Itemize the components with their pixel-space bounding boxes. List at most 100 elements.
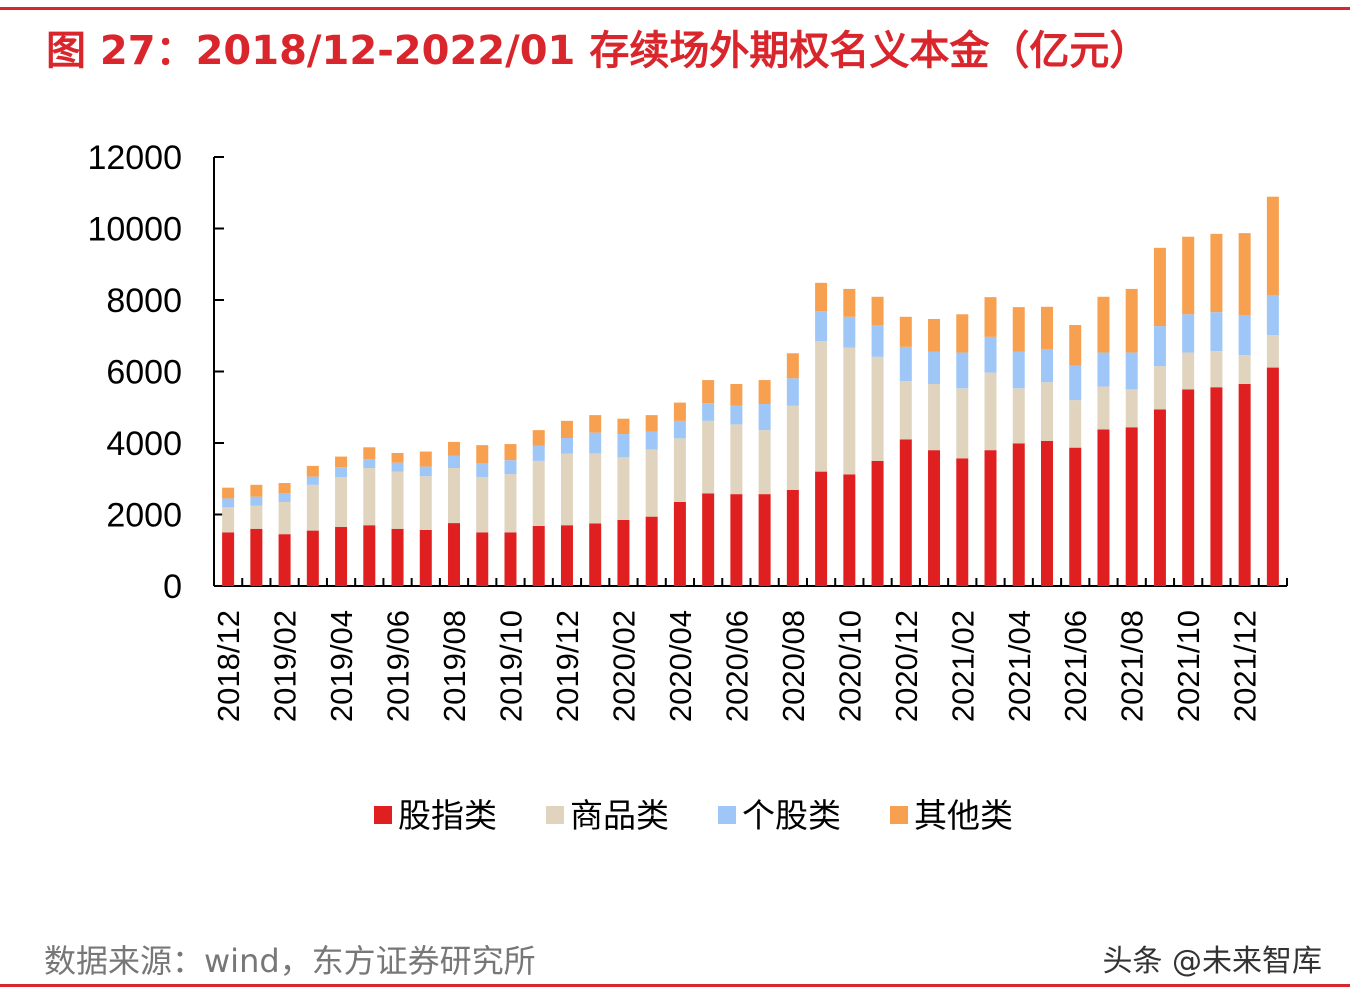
bar-segment: [1238, 233, 1251, 316]
x-tick-label: 2019/04: [324, 610, 359, 722]
bar-segment: [532, 445, 545, 461]
bar-segment: [984, 450, 997, 586]
bar-segment: [476, 445, 489, 464]
bar-segment: [899, 381, 912, 440]
bar-segment: [1097, 296, 1110, 353]
bar-segment: [730, 424, 743, 495]
bar-segment: [617, 519, 630, 586]
bar-segment: [250, 484, 263, 497]
bar-segment: [1153, 247, 1166, 327]
bar-segment: [1040, 348, 1053, 383]
bar-segment: [335, 476, 348, 528]
bar-segment: [589, 415, 602, 433]
bar-segment: [250, 505, 263, 529]
bar-segment: [222, 498, 235, 508]
bar-segment: [843, 316, 856, 348]
bar-segment: [758, 380, 771, 405]
bar-segment: [335, 456, 348, 468]
y-tick-label: 12000: [87, 139, 182, 177]
bar-segment: [899, 439, 912, 586]
bar-segment: [391, 471, 404, 529]
legend-swatch: [890, 806, 908, 824]
bar-segment: [1266, 294, 1279, 336]
bar-segment: [673, 402, 686, 421]
bar-segment: [391, 453, 404, 463]
bar-segment: [1266, 367, 1279, 586]
bar-segment: [815, 282, 828, 312]
bar-segment: [758, 404, 771, 431]
x-tick-label: 2020/04: [663, 610, 698, 722]
bar-segment: [1040, 382, 1053, 441]
bar-segment: [1012, 443, 1025, 586]
bar-segment: [1125, 352, 1138, 390]
x-tick-label: 2021/12: [1228, 610, 1263, 722]
bar-segment: [419, 476, 432, 530]
y-tick-label: 2000: [106, 497, 182, 535]
legend-label: 个股类: [742, 796, 841, 835]
bar-segment: [956, 458, 969, 586]
top-rule: [0, 7, 1350, 10]
x-tick-label: 2021/10: [1171, 610, 1206, 722]
y-tick-label: 10000: [87, 211, 182, 249]
bar-segment: [1012, 307, 1025, 352]
bar-segment: [1153, 366, 1166, 410]
bar-segment: [899, 346, 912, 382]
bar-segment: [448, 523, 461, 586]
bar-segment: [843, 288, 856, 317]
bar-segment: [617, 434, 630, 458]
bar-segment: [504, 532, 517, 586]
bar-segment: [1210, 233, 1223, 313]
bar-segment: [645, 449, 658, 517]
bar-segment: [363, 525, 376, 586]
bar-segment: [871, 460, 884, 586]
legend-label: 股指类: [398, 796, 497, 835]
legend-swatch: [546, 806, 564, 824]
x-tick-label: 2020/06: [719, 610, 754, 722]
x-tick-label: 2021/08: [1115, 610, 1150, 722]
legend-swatch: [374, 806, 392, 824]
watermark: 头条 @未来智库: [1102, 944, 1322, 979]
bar-segment: [645, 431, 658, 450]
bar-segment: [1182, 236, 1195, 315]
bar-segment: [1153, 409, 1166, 586]
bar-segment: [956, 314, 969, 353]
bar-segment: [222, 507, 235, 533]
x-tick-label: 2020/02: [606, 610, 641, 722]
bar-segment: [306, 484, 319, 531]
bar-segment: [1153, 326, 1166, 367]
bar-segment: [363, 468, 376, 526]
x-tick-label: 2021/04: [1002, 610, 1037, 722]
x-tick-label: 2018/12: [211, 610, 246, 722]
x-tick-label: 2021/06: [1058, 610, 1093, 722]
bar-segment: [222, 532, 235, 586]
bar-segment: [871, 356, 884, 461]
bar-segment: [1069, 365, 1082, 401]
x-tick-label: 2021/02: [945, 610, 980, 722]
bar-segment: [335, 527, 348, 586]
bar-segment: [504, 444, 517, 461]
bar-segment: [306, 476, 319, 485]
x-tick-label: 2019/06: [381, 610, 416, 722]
bar-segment: [1182, 314, 1195, 353]
bar-segment: [306, 530, 319, 586]
bar-segment: [702, 380, 715, 404]
bar-segment: [419, 466, 432, 477]
bar-segment: [928, 351, 941, 385]
bar-segment: [1069, 447, 1082, 586]
bar-segment: [1125, 427, 1138, 586]
bar-segment: [560, 525, 573, 586]
bar-segment: [589, 453, 602, 524]
bar-segment: [1238, 355, 1251, 385]
bar-segment: [504, 474, 517, 533]
bar-segment: [617, 457, 630, 520]
bar-segment: [222, 487, 235, 499]
bar-segment: [250, 528, 263, 586]
bar-segment: [730, 384, 743, 406]
bar-segment: [815, 341, 828, 472]
bar-segment: [730, 494, 743, 586]
bar-segment: [1182, 352, 1195, 390]
bar-segment: [758, 494, 771, 586]
x-tick-label: 2020/10: [832, 610, 867, 722]
